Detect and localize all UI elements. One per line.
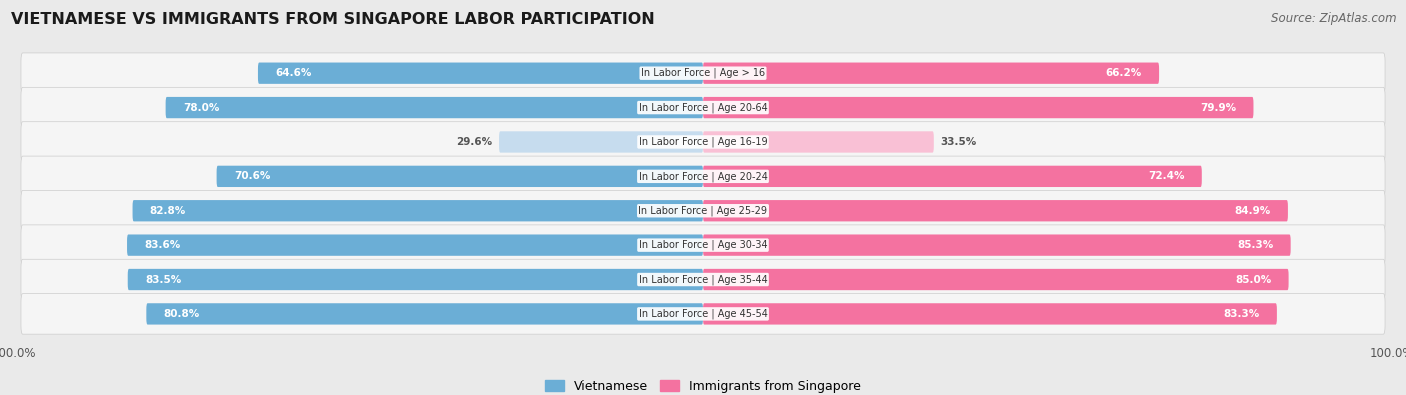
- Text: In Labor Force | Age > 16: In Labor Force | Age > 16: [641, 68, 765, 79]
- FancyBboxPatch shape: [166, 97, 703, 118]
- Text: In Labor Force | Age 16-19: In Labor Force | Age 16-19: [638, 137, 768, 147]
- Text: 33.5%: 33.5%: [941, 137, 977, 147]
- FancyBboxPatch shape: [703, 97, 1254, 118]
- Text: 64.6%: 64.6%: [276, 68, 312, 78]
- FancyBboxPatch shape: [132, 200, 703, 222]
- Text: In Labor Force | Age 25-29: In Labor Force | Age 25-29: [638, 205, 768, 216]
- FancyBboxPatch shape: [146, 303, 703, 325]
- Text: 70.6%: 70.6%: [233, 171, 270, 181]
- Text: 83.5%: 83.5%: [145, 275, 181, 284]
- Text: VIETNAMESE VS IMMIGRANTS FROM SINGAPORE LABOR PARTICIPATION: VIETNAMESE VS IMMIGRANTS FROM SINGAPORE …: [11, 12, 655, 27]
- Text: In Labor Force | Age 20-64: In Labor Force | Age 20-64: [638, 102, 768, 113]
- Text: 79.9%: 79.9%: [1201, 103, 1236, 113]
- FancyBboxPatch shape: [703, 235, 1291, 256]
- Text: 85.0%: 85.0%: [1234, 275, 1271, 284]
- FancyBboxPatch shape: [21, 259, 1385, 300]
- Text: In Labor Force | Age 45-54: In Labor Force | Age 45-54: [638, 308, 768, 319]
- FancyBboxPatch shape: [499, 131, 703, 152]
- FancyBboxPatch shape: [703, 166, 1202, 187]
- Text: 78.0%: 78.0%: [183, 103, 219, 113]
- Text: 66.2%: 66.2%: [1105, 68, 1142, 78]
- FancyBboxPatch shape: [21, 190, 1385, 231]
- FancyBboxPatch shape: [703, 62, 1159, 84]
- Text: 29.6%: 29.6%: [456, 137, 492, 147]
- Text: 82.8%: 82.8%: [150, 206, 186, 216]
- Text: 83.3%: 83.3%: [1223, 309, 1260, 319]
- Text: In Labor Force | Age 30-34: In Labor Force | Age 30-34: [638, 240, 768, 250]
- FancyBboxPatch shape: [21, 156, 1385, 197]
- FancyBboxPatch shape: [703, 303, 1277, 325]
- Text: In Labor Force | Age 20-24: In Labor Force | Age 20-24: [638, 171, 768, 182]
- FancyBboxPatch shape: [217, 166, 703, 187]
- Text: 85.3%: 85.3%: [1237, 240, 1274, 250]
- FancyBboxPatch shape: [703, 269, 1289, 290]
- FancyBboxPatch shape: [703, 131, 934, 152]
- FancyBboxPatch shape: [703, 200, 1288, 222]
- FancyBboxPatch shape: [257, 62, 703, 84]
- FancyBboxPatch shape: [21, 225, 1385, 265]
- FancyBboxPatch shape: [21, 293, 1385, 334]
- Text: Source: ZipAtlas.com: Source: ZipAtlas.com: [1271, 12, 1396, 25]
- Text: 72.4%: 72.4%: [1149, 171, 1185, 181]
- FancyBboxPatch shape: [21, 53, 1385, 94]
- FancyBboxPatch shape: [21, 87, 1385, 128]
- FancyBboxPatch shape: [127, 235, 703, 256]
- FancyBboxPatch shape: [21, 122, 1385, 162]
- Text: 80.8%: 80.8%: [163, 309, 200, 319]
- FancyBboxPatch shape: [128, 269, 703, 290]
- Legend: Vietnamese, Immigrants from Singapore: Vietnamese, Immigrants from Singapore: [540, 375, 866, 395]
- Text: 83.6%: 83.6%: [145, 240, 180, 250]
- Text: In Labor Force | Age 35-44: In Labor Force | Age 35-44: [638, 274, 768, 285]
- Text: 84.9%: 84.9%: [1234, 206, 1271, 216]
